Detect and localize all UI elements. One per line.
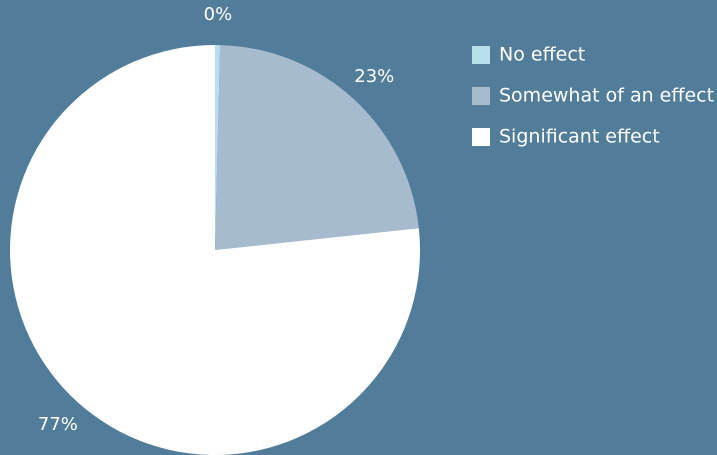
legend-swatch: [472, 87, 490, 105]
legend-label: Significant effect: [499, 126, 660, 148]
legend-label: No effect: [499, 44, 585, 66]
data-label: 0%: [204, 4, 233, 25]
pie-slice: [215, 45, 419, 251]
legend-swatch: [472, 46, 490, 64]
data-label: 23%: [354, 66, 394, 87]
legend-label: Somewhat of an effect: [499, 85, 714, 107]
data-label: 77%: [38, 414, 78, 435]
pie-slice: [215, 45, 221, 250]
legend-swatch: [472, 128, 490, 146]
pie-slice: [10, 45, 420, 455]
